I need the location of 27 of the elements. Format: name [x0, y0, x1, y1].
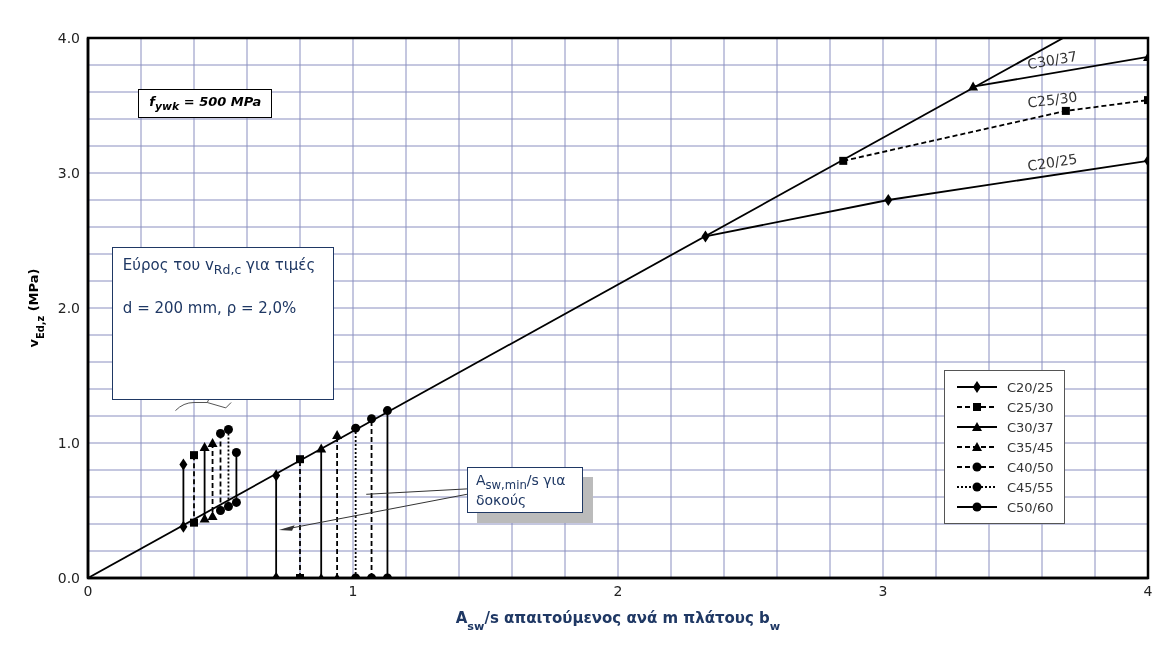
legend-label: C25/30 [1007, 399, 1054, 415]
y-tick-label: 1.0 [57, 434, 80, 451]
legend-label: C40/50 [1007, 459, 1054, 475]
legend-label: C20/25 [1007, 379, 1054, 395]
legend-label: C50/60 [1007, 499, 1054, 515]
note-box: f$_{ywk}$ = 500 MPa [138, 89, 273, 118]
text: C30/37 [1026, 48, 1079, 73]
text: C20/25 [1026, 150, 1079, 174]
note-box: Εύρος του v$_{Rd,c}$ για τιμές d = 200 mm, ρ = 2,0% [111, 247, 335, 400]
legend-label: C35/45 [1007, 439, 1054, 455]
legend-label: C30/37 [1007, 419, 1054, 435]
x-tick-label: 0 [83, 582, 93, 599]
x-tick-label: 2 [613, 582, 623, 599]
x-tick-label: 4 [1143, 582, 1153, 599]
legend-label: C45/55 [1007, 479, 1054, 495]
annotation: f$_{ywk}$ = 500 MPa [149, 94, 262, 113]
y-tick-label: 3.0 [57, 164, 80, 181]
text: C25/30 [1026, 88, 1079, 111]
annotation: Εύρος του v$_{Rd,c}$ για τιμές [122, 256, 316, 278]
x-tick-label: 3 [878, 582, 888, 599]
y-tick-label: 0.0 [57, 569, 80, 586]
x-tick-label: 1 [348, 582, 358, 599]
x-axis-title: A$_{sw}$/s απαιτούμενος ανά m πλάτους b$_{w}$ [455, 609, 781, 633]
annotation: A$_{sw,min}$/s για δοκούς [475, 472, 566, 509]
y-tick-label: 2.0 [57, 299, 80, 316]
annotation: d = 200 mm, ρ = 2,0% [122, 299, 297, 318]
y-tick-label: 4.0 [57, 29, 80, 46]
